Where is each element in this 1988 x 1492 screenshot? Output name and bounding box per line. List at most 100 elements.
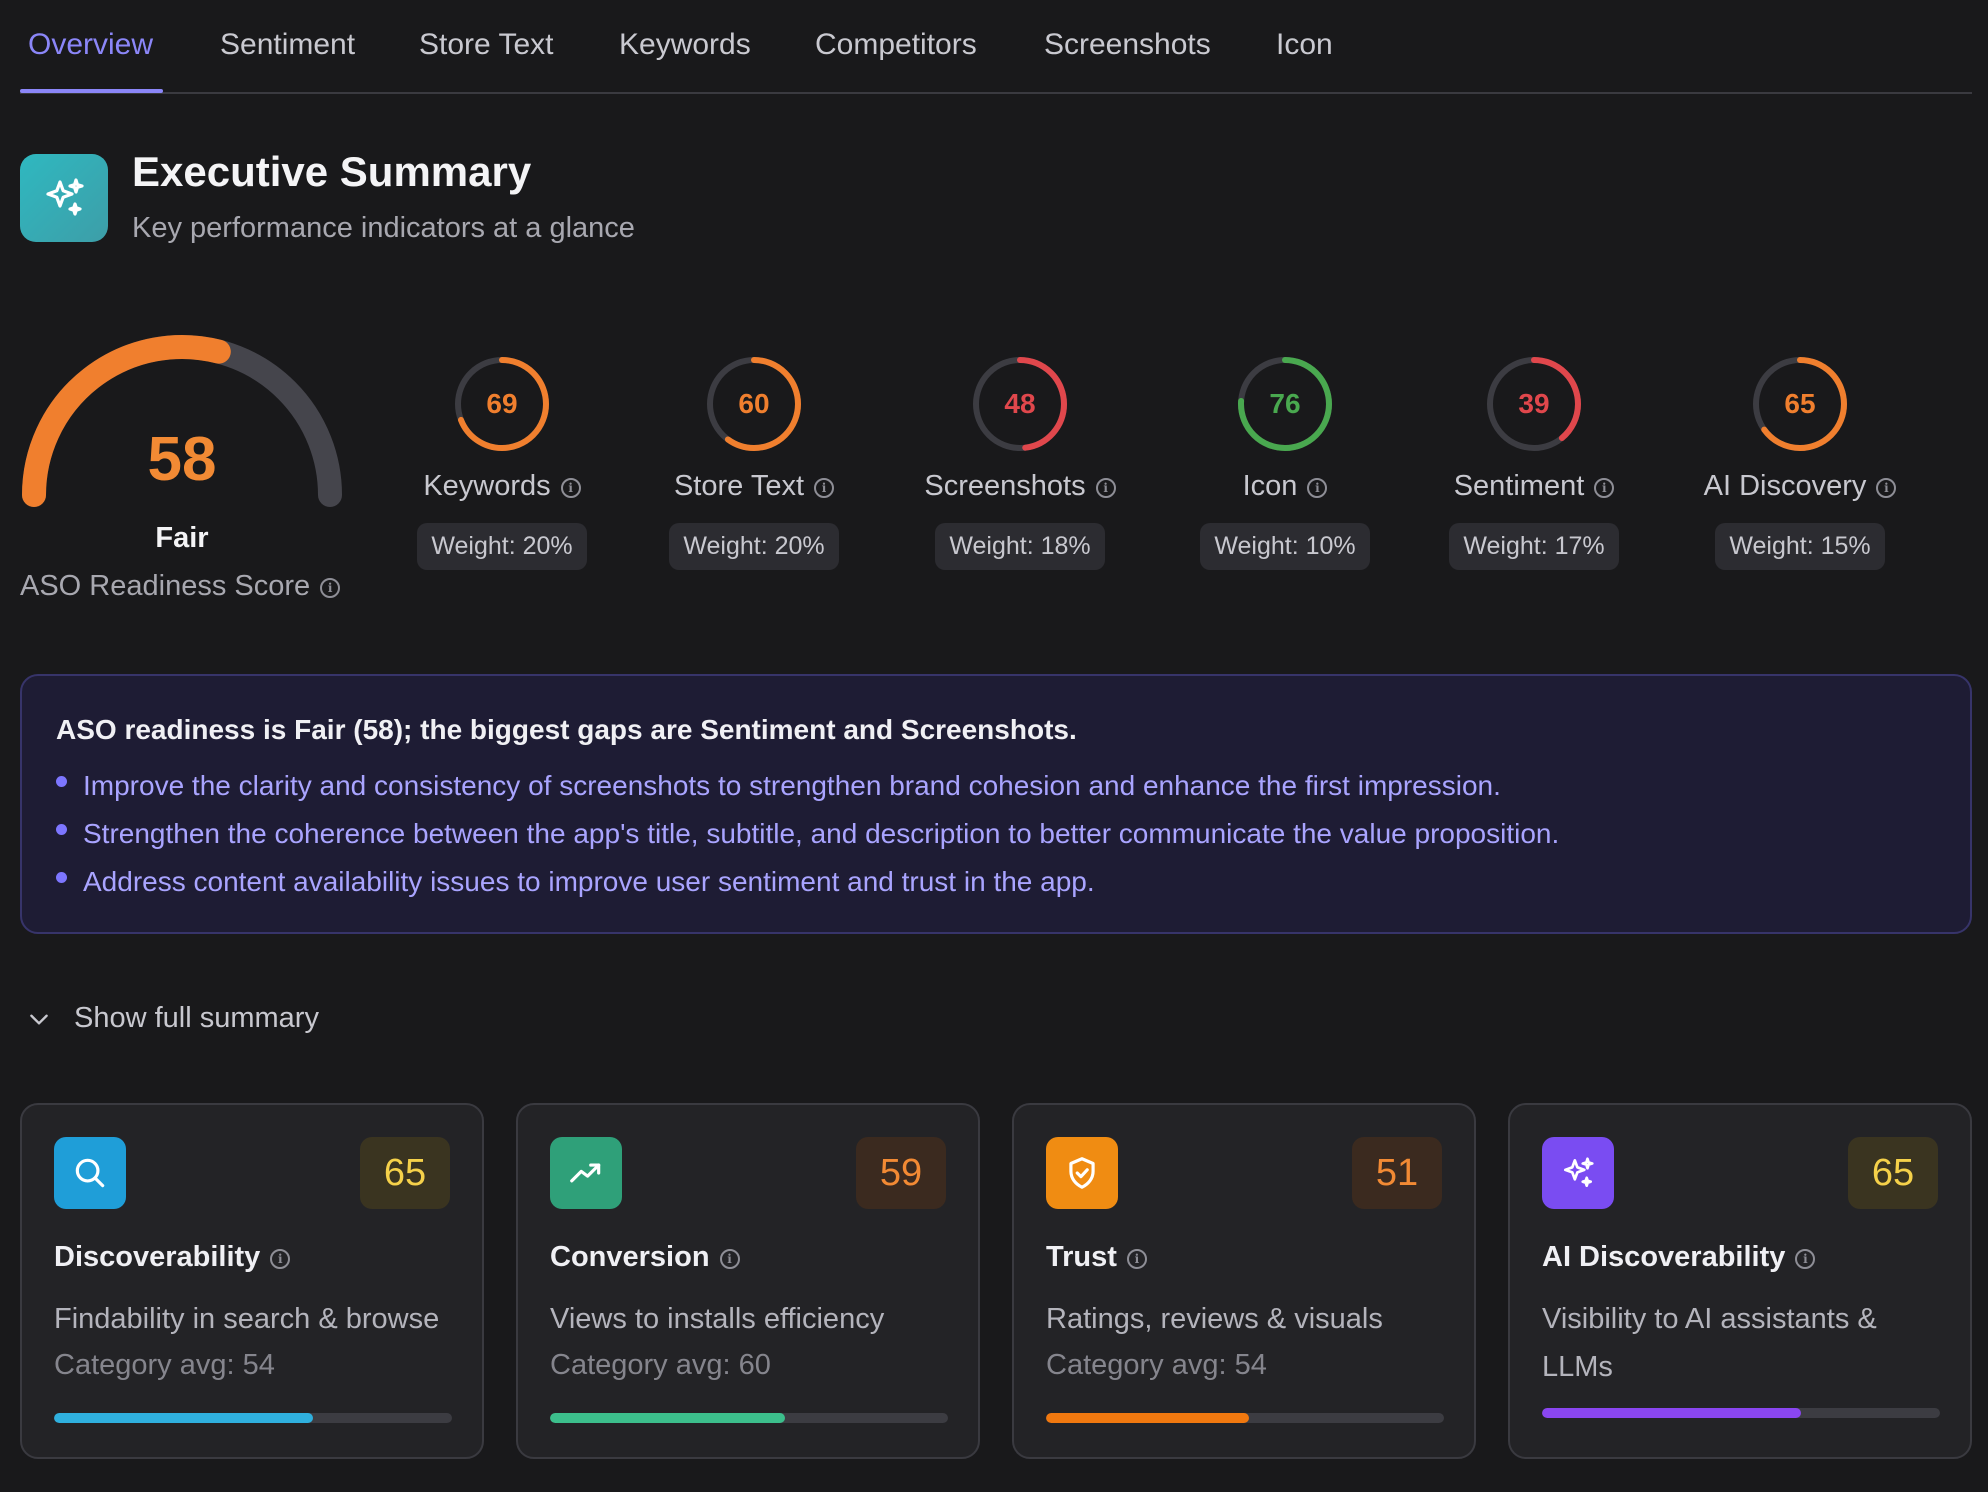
card-title-row: Discoverability i: [54, 1241, 291, 1274]
info-icon[interactable]: i: [814, 478, 835, 498]
metric-name-row: Store Text i: [639, 470, 869, 503]
bullet-text: Address content availability issues to i…: [83, 866, 1095, 897]
progress-bar-fill: [550, 1413, 785, 1423]
info-icon[interactable]: i: [1126, 1249, 1147, 1269]
summary-box: ASO readiness is Fair (58); the biggest …: [20, 674, 1972, 934]
info-icon[interactable]: i: [270, 1249, 291, 1269]
info-icon[interactable]: i: [1876, 478, 1897, 498]
metric-keywords: 69 Keywords i Weight: 20%: [387, 352, 617, 570]
card-title-row: Trust i: [1046, 1241, 1147, 1274]
overall-caption-text: ASO Readiness Score: [20, 570, 311, 602]
tab-icon[interactable]: Icon: [1276, 28, 1333, 61]
weight-badge: Weight: 10%: [1200, 523, 1370, 570]
score-ring-fill: [1487, 357, 1581, 451]
bullet-dot: [56, 824, 67, 835]
score-ring: [455, 357, 549, 451]
metric-name: AI Discovery: [1703, 470, 1867, 502]
summary-headline: ASO readiness is Fair (58); the biggest …: [56, 714, 1077, 745]
bullet-dot: [56, 776, 67, 787]
card-title-row: Conversion i: [550, 1241, 740, 1274]
metric-icon: 76 Icon i Weight: 10%: [1170, 352, 1400, 570]
info-icon[interactable]: i: [1594, 478, 1615, 498]
score-ring: [707, 357, 801, 451]
info-icon[interactable]: i: [1795, 1249, 1816, 1269]
shield-check-icon: [1046, 1137, 1118, 1209]
card-title: Trust: [1046, 1241, 1117, 1273]
score-ring-fill: [1238, 357, 1332, 451]
metric-name: Sentiment: [1453, 470, 1585, 502]
progress-bar-fill: [1046, 1413, 1249, 1423]
progress-bar-fill: [1542, 1408, 1801, 1418]
score-ring-fill: [973, 357, 1067, 451]
show-full-label: Show full summary: [74, 1002, 319, 1034]
score-ring: [973, 357, 1067, 451]
score-ring-fill: [707, 357, 801, 451]
card-score: 51: [1352, 1137, 1442, 1209]
info-icon[interactable]: i: [320, 578, 341, 598]
metric-screenshots: 48 Screenshots i Weight: 18%: [905, 352, 1135, 570]
progress-bar: [1542, 1408, 1940, 1418]
tab-store-text[interactable]: Store Text: [419, 28, 554, 61]
page-subtitle: Key performance indicators at a glance: [132, 212, 635, 244]
bullet-dot: [56, 872, 67, 883]
gauge-fill: [22, 335, 231, 507]
card-title: Discoverability: [54, 1241, 261, 1273]
progress-bar: [1046, 1413, 1444, 1423]
chevron-down-icon: [30, 1014, 48, 1025]
bullet-text: Improve the clarity and consistency of s…: [83, 770, 1501, 801]
info-icon[interactable]: i: [560, 478, 581, 498]
metric-name-row: Keywords i: [387, 470, 617, 503]
score-ring: [1238, 357, 1332, 451]
tab-overview[interactable]: Overview: [28, 28, 154, 61]
metric-sentiment: 39 Sentiment i Weight: 17%: [1419, 352, 1649, 570]
sparkles-icon: [20, 154, 108, 242]
overall-caption: ASO Readiness Score i: [20, 570, 341, 603]
score-ring-fill: [1753, 357, 1847, 451]
weight-badge: Weight: 17%: [1449, 523, 1619, 570]
info-icon[interactable]: i: [1095, 478, 1116, 498]
card-title: Conversion: [550, 1241, 710, 1273]
card-description: Findability in search & browse: [54, 1303, 440, 1335]
page-title: Executive Summary: [132, 148, 532, 195]
metric-name: Keywords: [423, 470, 551, 502]
category-average: Category avg: 54: [1046, 1349, 1267, 1381]
card-score: 59: [856, 1137, 946, 1209]
bullet-text: Strengthen the coherence between the app…: [83, 818, 1560, 849]
card-conversion: 59 Conversion i Views to installs efficie…: [516, 1103, 980, 1459]
show-full-summary-toggle[interactable]: Show full summary: [26, 1002, 319, 1035]
category-average: Category avg: 60: [550, 1349, 771, 1381]
tab-sentiment[interactable]: Sentiment: [220, 28, 356, 61]
card-ai-discoverability: 65 AI Discoverability i Visibility to AI …: [1508, 1103, 1972, 1459]
active-tab-indicator: [20, 89, 163, 93]
summary-bullet: Address content availability issues to i…: [56, 866, 1095, 898]
tab-keywords[interactable]: Keywords: [619, 28, 751, 61]
score-ring-fill: [455, 357, 549, 451]
progress-bar-fill: [54, 1413, 313, 1423]
summary-bullet: Strengthen the coherence between the app…: [56, 818, 1559, 850]
metric-score: 60: [738, 388, 770, 419]
tab-screenshots[interactable]: Screenshots: [1044, 28, 1211, 61]
trending-up-icon: [550, 1137, 622, 1209]
card-discoverability: 65 Discoverability i Findability in searc…: [20, 1103, 484, 1459]
weight-badge: Weight: 20%: [669, 523, 839, 570]
tab-competitors[interactable]: Competitors: [815, 28, 977, 61]
metric-name-row: Screenshots i: [905, 470, 1135, 503]
overall-rating: Fair: [155, 522, 209, 554]
metric-name-row: Sentiment i: [1419, 470, 1649, 503]
weight-badge: Weight: 20%: [417, 523, 587, 570]
tab-bar: Overview Sentiment Store Text Keywords C…: [20, 0, 1972, 94]
card-trust: 51 Trust i Ratings, reviews & visuals Cat…: [1012, 1103, 1476, 1459]
metric-score: 39: [1518, 388, 1550, 419]
metric-ai-discovery: 65 AI Discovery i Weight: 15%: [1685, 352, 1915, 570]
score-ring: [1487, 357, 1581, 451]
weight-badge: Weight: 18%: [935, 523, 1105, 570]
metric-store-text: 60 Store Text i Weight: 20%: [639, 352, 869, 570]
metric-name-row: Icon i: [1170, 470, 1400, 503]
info-icon[interactable]: i: [719, 1249, 740, 1269]
summary-bullet: Improve the clarity and consistency of s…: [56, 770, 1501, 802]
metric-score: 65: [1784, 388, 1816, 419]
sparkles-icon: [1542, 1137, 1614, 1209]
metric-name-row: AI Discovery i: [1685, 470, 1915, 503]
progress-bar: [54, 1413, 452, 1423]
info-icon[interactable]: i: [1307, 478, 1328, 498]
